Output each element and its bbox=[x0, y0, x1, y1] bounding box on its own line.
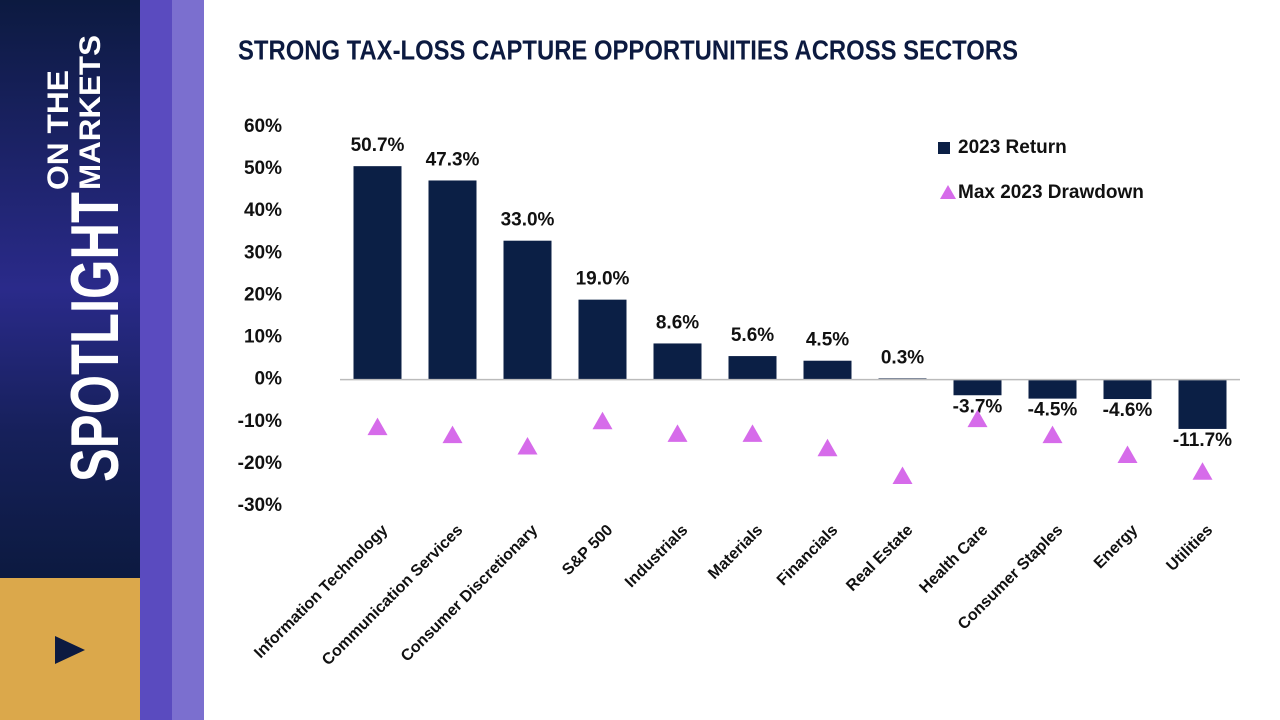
x-tick-label: Utilities bbox=[1163, 522, 1216, 575]
data-label: -4.5% bbox=[1028, 400, 1078, 421]
marker bbox=[817, 438, 838, 457]
bar bbox=[353, 166, 402, 380]
data-label: 8.6% bbox=[656, 312, 699, 333]
data-label: 4.5% bbox=[806, 330, 849, 351]
marker bbox=[742, 424, 763, 442]
y-tick-label: 50% bbox=[244, 158, 282, 179]
x-tick-label: Information Technology bbox=[251, 522, 391, 662]
x-tick-label: Energy bbox=[1091, 522, 1141, 572]
bar bbox=[653, 343, 702, 380]
bar bbox=[953, 379, 1002, 396]
marker bbox=[367, 417, 388, 436]
bar bbox=[428, 180, 477, 380]
bar bbox=[1103, 379, 1152, 400]
legend-swatch bbox=[940, 185, 956, 199]
x-tick-label: Communication Services bbox=[319, 522, 466, 669]
x-tick-label: Health Care bbox=[916, 522, 991, 597]
chart-title: STRONG TAX-LOSS CAPTURE OPPORTUNITIES AC… bbox=[238, 34, 1018, 65]
legend-label: Max 2023 Drawdown bbox=[958, 182, 1144, 203]
data-label: -3.7% bbox=[953, 396, 1003, 417]
marker bbox=[667, 424, 688, 442]
marker bbox=[1117, 445, 1138, 463]
bar bbox=[578, 299, 627, 380]
tagline: MARKETS bbox=[74, 35, 107, 190]
y-tick-label: 40% bbox=[244, 200, 282, 221]
sidebar bbox=[0, 0, 140, 578]
marker bbox=[592, 411, 613, 430]
data-label: -11.7% bbox=[1173, 430, 1232, 451]
bar bbox=[1178, 379, 1227, 429]
stripe bbox=[140, 0, 172, 720]
marker bbox=[1192, 462, 1213, 480]
x-tick-label: Financials bbox=[774, 522, 841, 589]
y-tick-label: -10% bbox=[238, 411, 282, 432]
bar bbox=[803, 360, 852, 380]
x-tick-label: Real Estate bbox=[843, 522, 916, 595]
data-label: -4.6% bbox=[1103, 400, 1153, 421]
y-tick-label: 60% bbox=[244, 116, 282, 137]
y-tick-label: -30% bbox=[238, 495, 282, 516]
bar bbox=[728, 356, 777, 380]
tagline: ON THE bbox=[42, 70, 75, 190]
y-tick-label: 20% bbox=[244, 284, 282, 305]
y-tick-label: 10% bbox=[244, 327, 282, 348]
play-icon[interactable] bbox=[55, 636, 85, 664]
marker bbox=[892, 466, 913, 485]
marker bbox=[967, 409, 988, 428]
y-tick-label: 0% bbox=[255, 369, 283, 390]
bar bbox=[503, 240, 552, 380]
data-label: 33.0% bbox=[501, 210, 555, 231]
data-label: 5.6% bbox=[731, 325, 774, 346]
x-tick-label: Industrials bbox=[622, 522, 691, 591]
x-tick-label: S&P 500 bbox=[559, 522, 616, 579]
brand: SPOTLIGHT bbox=[57, 192, 133, 482]
marker bbox=[1042, 425, 1063, 444]
y-tick-label: -20% bbox=[238, 453, 282, 474]
y-tick-label: 30% bbox=[244, 242, 282, 263]
legend-swatch bbox=[938, 142, 950, 154]
data-label: 50.7% bbox=[351, 135, 405, 156]
stripe bbox=[172, 0, 204, 720]
data-label: 47.3% bbox=[426, 149, 480, 170]
x-tick-label: Materials bbox=[705, 522, 766, 583]
data-label: 0.3% bbox=[881, 347, 924, 368]
bar bbox=[1028, 379, 1077, 399]
data-label: 19.0% bbox=[576, 269, 630, 290]
marker bbox=[517, 437, 538, 455]
legend-label: 2023 Return bbox=[958, 137, 1067, 158]
x-tick-label: Consumer Discretionary bbox=[398, 522, 542, 666]
marker bbox=[442, 425, 463, 444]
